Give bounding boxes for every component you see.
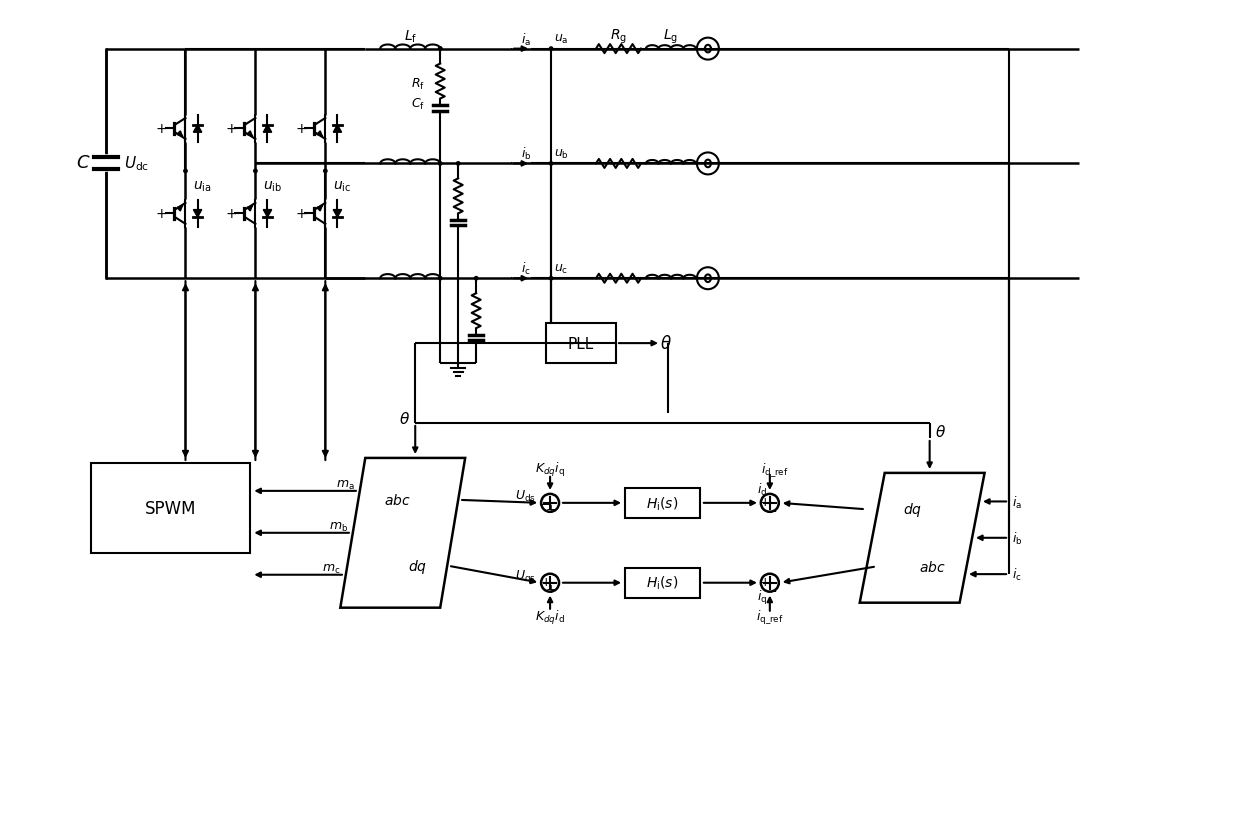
Text: $+$: $+$ (759, 575, 770, 588)
Text: $H_{\rm i}(s)$: $H_{\rm i}(s)$ (646, 494, 678, 512)
Circle shape (324, 170, 327, 173)
Text: $u_{\rm ib}$: $u_{\rm ib}$ (263, 180, 283, 194)
Text: +: + (226, 123, 237, 137)
Circle shape (439, 162, 441, 166)
Text: $+$: $+$ (539, 575, 551, 588)
Text: $dq$: $dq$ (903, 501, 921, 518)
Text: $u_{\rm b}$: $u_{\rm b}$ (554, 147, 569, 161)
Text: $C_{\rm f}$: $C_{\rm f}$ (412, 97, 425, 112)
Polygon shape (334, 126, 341, 133)
Circle shape (456, 162, 460, 166)
Text: $U_{\rm qs}$: $U_{\rm qs}$ (515, 567, 536, 585)
Text: +: + (155, 123, 167, 137)
Text: $U_{\rm ds}$: $U_{\rm ds}$ (515, 489, 536, 503)
Text: $m_{\rm b}$: $m_{\rm b}$ (329, 521, 347, 534)
Text: $R_{\rm g}$: $R_{\rm g}$ (610, 27, 627, 46)
Circle shape (549, 277, 553, 281)
Polygon shape (193, 126, 202, 133)
Text: $i_{\rm d}$: $i_{\rm d}$ (756, 481, 766, 498)
Bar (546, 324, 616, 363)
Text: $u_{\rm c}$: $u_{\rm c}$ (554, 262, 568, 276)
Text: $-$: $-$ (764, 581, 777, 596)
Text: PLL: PLL (568, 336, 594, 351)
Text: $i_{\rm c}$: $i_{\rm c}$ (1012, 566, 1022, 582)
Text: $-$: $-$ (538, 494, 552, 509)
Text: +: + (295, 207, 306, 221)
Text: $-$: $-$ (764, 502, 777, 517)
Text: $L_{\rm g}$: $L_{\rm g}$ (663, 27, 678, 46)
Text: $+$: $+$ (546, 582, 557, 595)
Text: +: + (226, 207, 237, 221)
Text: $m_{\rm a}$: $m_{\rm a}$ (336, 479, 355, 492)
Text: $R_{\rm f}$: $R_{\rm f}$ (412, 77, 425, 92)
Circle shape (549, 162, 553, 166)
Text: $u_{\rm ia}$: $u_{\rm ia}$ (193, 180, 212, 194)
Bar (91, 464, 250, 553)
Text: $abc$: $abc$ (384, 493, 412, 508)
Text: $i_{\rm c}$: $i_{\rm c}$ (521, 261, 531, 277)
Text: $abc$: $abc$ (919, 559, 946, 574)
Text: $i_{\rm a}$: $i_{\rm a}$ (1012, 493, 1022, 510)
Bar (625, 489, 699, 518)
Circle shape (475, 277, 477, 281)
Polygon shape (263, 210, 272, 218)
Text: $i_{\rm q}$: $i_{\rm q}$ (756, 588, 766, 606)
Text: +: + (295, 123, 306, 137)
Text: $i_{\rm d\_ref}$: $i_{\rm d\_ref}$ (761, 460, 789, 479)
Text: $u_{\rm a}$: $u_{\rm a}$ (554, 33, 569, 46)
Text: SPWM: SPWM (145, 499, 196, 518)
Circle shape (439, 48, 441, 51)
Circle shape (549, 48, 553, 51)
Text: $+$: $+$ (759, 495, 770, 508)
Polygon shape (263, 126, 272, 133)
Text: +: + (155, 207, 167, 221)
Polygon shape (334, 210, 341, 218)
Text: $\theta$: $\theta$ (399, 411, 410, 426)
Text: $L_{\rm f}$: $L_{\rm f}$ (403, 28, 417, 45)
Text: $K_{dq}i_{\rm q}$: $K_{dq}i_{\rm q}$ (536, 460, 565, 479)
Text: $i_{\rm a}$: $i_{\rm a}$ (521, 31, 531, 48)
Circle shape (439, 277, 441, 281)
Text: $i_{\rm b}$: $i_{\rm b}$ (1012, 530, 1023, 546)
Text: $i_{\rm q\_ref}$: $i_{\rm q\_ref}$ (756, 608, 784, 626)
Text: $u_{\rm ic}$: $u_{\rm ic}$ (334, 180, 351, 194)
Text: $i_{\rm b}$: $i_{\rm b}$ (521, 147, 532, 162)
Text: $H_{\rm i}(s)$: $H_{\rm i}(s)$ (646, 575, 678, 592)
Text: $+$: $+$ (546, 502, 557, 515)
Text: $\theta$: $\theta$ (660, 335, 672, 353)
Bar (625, 568, 699, 598)
Circle shape (184, 170, 187, 173)
Text: $m_{\rm c}$: $m_{\rm c}$ (322, 562, 341, 575)
Polygon shape (193, 210, 202, 218)
Text: $C$: $C$ (77, 154, 91, 172)
Circle shape (439, 48, 441, 51)
Text: $U_{\rm dc}$: $U_{\rm dc}$ (124, 154, 149, 172)
Text: $K_{dq}i_{\rm d}$: $K_{dq}i_{\rm d}$ (536, 608, 565, 626)
Text: $dq$: $dq$ (408, 557, 428, 575)
Circle shape (254, 170, 257, 173)
Text: $\theta$: $\theta$ (935, 423, 946, 440)
